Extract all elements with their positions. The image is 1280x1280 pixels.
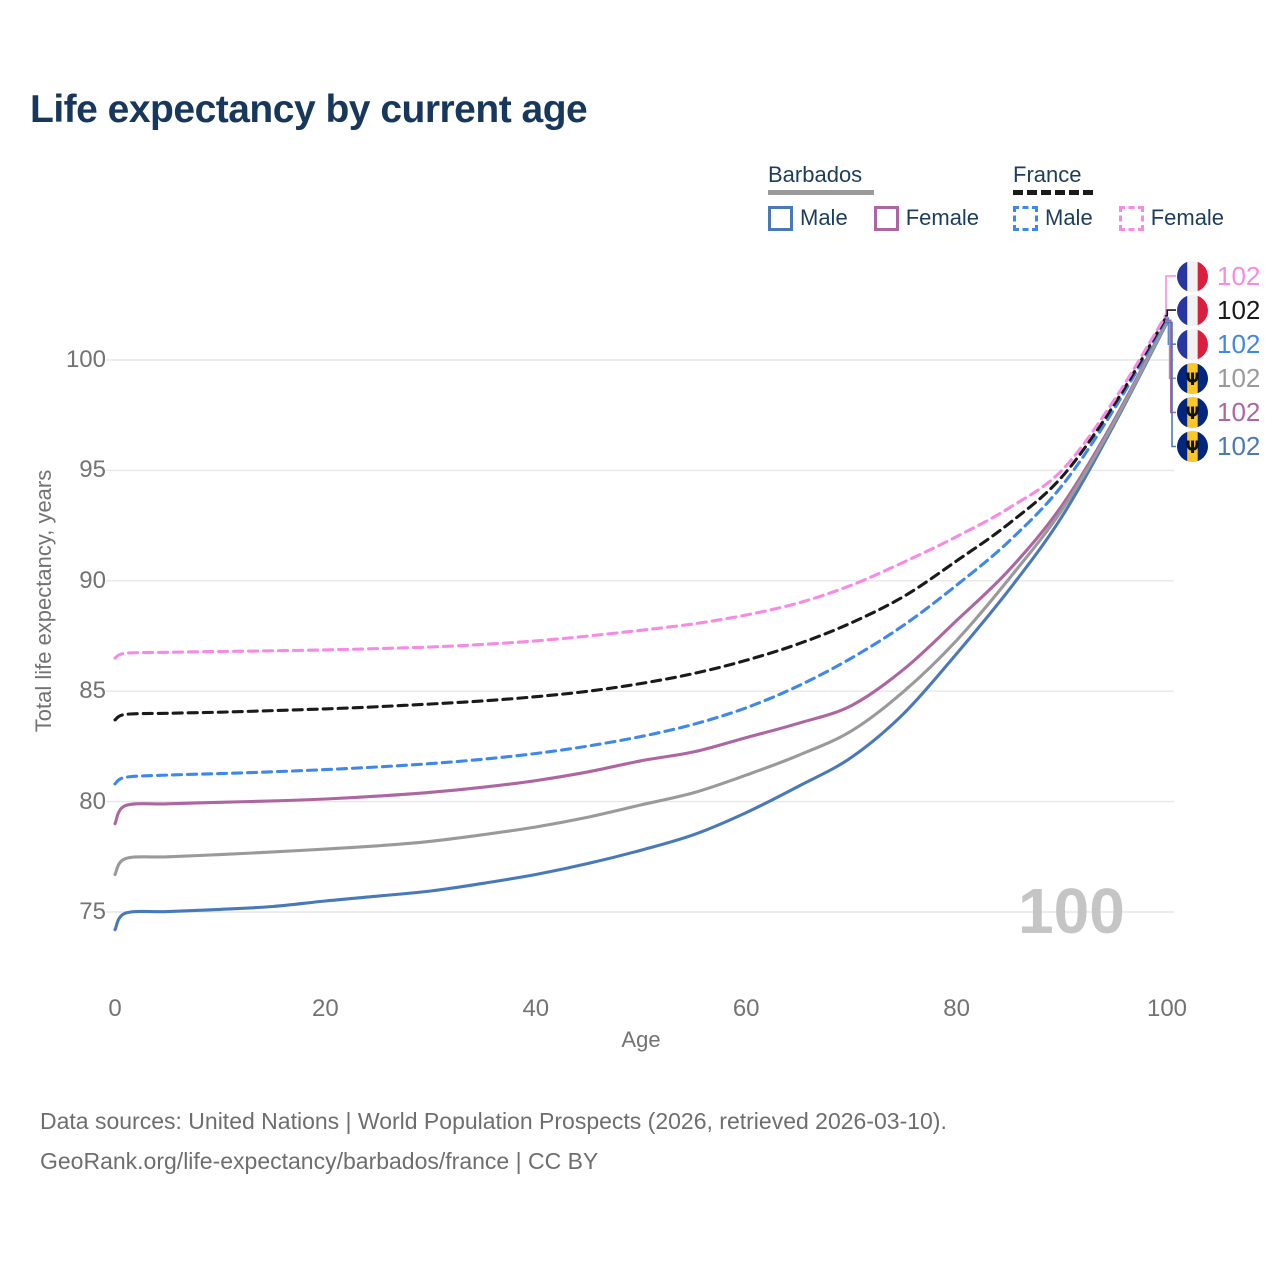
footer-license-line: GeoRank.org/life-expectancy/barbados/fra… bbox=[40, 1148, 599, 1174]
legend-underline-barbados bbox=[768, 190, 874, 195]
end-label-value: 102 bbox=[1217, 396, 1261, 427]
y-tick-label-75: 75 bbox=[79, 898, 106, 925]
end-label-row-barbados-both: Ψ 102 bbox=[1177, 362, 1261, 394]
x-tick-label-20: 20 bbox=[312, 995, 339, 1022]
end-label-row-barbados-male: Ψ 102 bbox=[1177, 431, 1260, 462]
flag-icon-barbados: Ψ bbox=[1177, 431, 1208, 462]
x-tick-label-0: 0 bbox=[108, 995, 122, 1022]
legend-group-france: France Male Female bbox=[1013, 163, 1224, 231]
age-watermark: 100 bbox=[1018, 875, 1125, 947]
end-label-connector-5 bbox=[1165, 321, 1176, 448]
footer-source-line: Data sources: United Nations | World Pop… bbox=[40, 1108, 947, 1134]
end-label-connector-1 bbox=[1165, 309, 1176, 317]
legend-swatch-barbados-female bbox=[873, 205, 899, 231]
y-tick-label-90: 90 bbox=[79, 566, 106, 594]
end-label-row-barbados-female: Ψ 102 bbox=[1177, 396, 1261, 428]
series-line-barbados-male bbox=[113, 320, 1169, 932]
end-label-value: 102 bbox=[1217, 431, 1261, 461]
svg-text:Ψ: Ψ bbox=[1185, 438, 1199, 457]
legend-item-barbados-male[interactable]: Male bbox=[768, 205, 848, 231]
svg-text:Ψ: Ψ bbox=[1185, 404, 1199, 423]
legend-label-barbados-female: Female bbox=[905, 205, 980, 230]
legend-country-barbados[interactable]: Barbados bbox=[768, 162, 863, 187]
flag-icon-france bbox=[1177, 294, 1208, 326]
series-line-barbados-female bbox=[113, 318, 1169, 826]
legend-item-barbados-female[interactable]: Female bbox=[873, 205, 980, 231]
legend-item-france-male[interactable]: Male bbox=[1013, 205, 1093, 231]
end-label-value: 102 bbox=[1217, 260, 1261, 291]
end-label-value: 102 bbox=[1217, 328, 1261, 359]
x-axis-title: Age bbox=[621, 1027, 661, 1052]
x-tick-label-60: 60 bbox=[732, 995, 760, 1022]
end-label-connector-0 bbox=[1165, 275, 1176, 315]
y-tick-label-85: 85 bbox=[79, 677, 106, 705]
flag-icon-barbados: Ψ bbox=[1177, 362, 1208, 394]
flag-icon-france bbox=[1177, 260, 1208, 292]
flag-icon-france bbox=[1177, 328, 1208, 360]
legend-item-france-female[interactable]: Female bbox=[1118, 205, 1225, 231]
legend-underline-france bbox=[1013, 190, 1093, 195]
end-label-value: 102 bbox=[1217, 294, 1261, 325]
series-line-france-male bbox=[113, 316, 1169, 786]
x-tick-label-80: 80 bbox=[943, 995, 970, 1022]
y-tick-label-95: 95 bbox=[79, 456, 106, 484]
x-tick-label-100: 100 bbox=[1146, 995, 1188, 1022]
end-label-value: 102 bbox=[1217, 362, 1261, 393]
end-label-row-france-female: 102 bbox=[1177, 260, 1261, 292]
svg-text:Ψ: Ψ bbox=[1185, 370, 1199, 389]
legend-swatch-france-male bbox=[1013, 205, 1038, 231]
end-label-row-france-both: 102 bbox=[1177, 294, 1261, 326]
y-tick-label-100: 100 bbox=[65, 346, 106, 373]
series-line-barbados-both bbox=[113, 319, 1169, 877]
legend-label-france-female: Female bbox=[1150, 205, 1225, 230]
series-line-france-female bbox=[113, 312, 1169, 660]
legend-swatch-france-female bbox=[1118, 205, 1144, 231]
end-label-connector-4 bbox=[1165, 319, 1176, 414]
end-label-row-france-male: 102 bbox=[1177, 328, 1261, 360]
x-tick-label-40: 40 bbox=[522, 995, 550, 1022]
legend-swatch-barbados-male bbox=[768, 205, 793, 231]
legend-country-france[interactable]: France bbox=[1013, 162, 1082, 187]
page-title: Life expectancy by current age bbox=[30, 88, 588, 131]
legend-group-barbados: Barbados Male Female bbox=[768, 163, 979, 231]
series-line-france-both bbox=[113, 314, 1169, 722]
legend-label-france-male: Male bbox=[1045, 205, 1093, 230]
flag-icon-barbados: Ψ bbox=[1177, 396, 1208, 428]
y-tick-label-80: 80 bbox=[79, 787, 106, 815]
legend-label-barbados-male: Male bbox=[800, 205, 848, 230]
